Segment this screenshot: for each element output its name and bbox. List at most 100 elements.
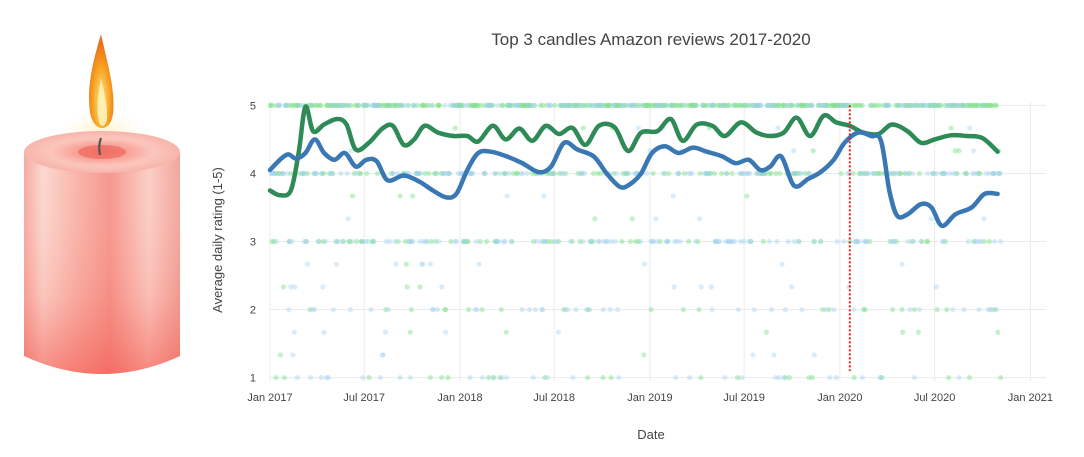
blue-daily-point <box>961 306 967 313</box>
green-daily-point <box>540 238 547 245</box>
blue-daily-point <box>358 238 364 245</box>
green-daily-point <box>428 238 434 245</box>
blue-daily-point <box>863 238 870 245</box>
blue-daily-point <box>298 102 304 109</box>
green-daily-point <box>280 284 287 290</box>
green-daily-point <box>760 238 766 245</box>
green-daily-point <box>469 102 475 109</box>
green-daily-point <box>937 102 944 109</box>
green-daily-point <box>804 102 810 109</box>
blue-daily-point <box>988 306 995 313</box>
green-daily-point <box>710 102 717 109</box>
blue-daily-point <box>731 238 738 245</box>
green-daily-point <box>669 102 676 109</box>
blue-daily-point <box>862 238 869 245</box>
green-daily-point <box>383 306 389 313</box>
green-daily-point <box>681 170 688 177</box>
blue-daily-point <box>890 170 896 177</box>
green-daily-point <box>486 102 493 109</box>
green-daily-point <box>797 102 803 109</box>
blue-daily-point <box>460 238 467 245</box>
green-daily-point <box>442 306 448 313</box>
green-daily-point <box>905 102 911 109</box>
blue-daily-point <box>748 238 754 245</box>
green-daily-point <box>588 102 595 109</box>
blue-daily-point <box>798 170 804 177</box>
blue-daily-point <box>564 306 571 313</box>
green-daily-point <box>679 102 685 109</box>
green-daily-point <box>308 102 314 109</box>
green-daily-point <box>705 170 712 177</box>
green-daily-point <box>356 170 363 177</box>
green-daily-point <box>687 102 694 109</box>
green-daily-point <box>482 102 488 109</box>
green-daily-point <box>567 102 573 109</box>
x-tick-label: Jul 2019 <box>723 392 765 404</box>
blue-daily-point <box>457 170 464 177</box>
blue-daily-point <box>534 238 540 245</box>
green-daily-point <box>741 102 748 109</box>
green-daily-point <box>384 102 391 109</box>
blue-daily-point <box>377 374 384 381</box>
green-daily-point <box>498 306 504 313</box>
blue-daily-point <box>660 170 667 177</box>
blue-daily-point <box>408 238 415 245</box>
green-daily-point <box>606 102 613 109</box>
green-daily-point <box>766 170 773 177</box>
green-daily-point <box>527 102 533 109</box>
green-daily-point <box>636 102 643 109</box>
green-daily-point <box>364 170 370 177</box>
blue-daily-point <box>328 102 335 109</box>
blue-daily-point <box>834 238 840 245</box>
blue-daily-point <box>737 170 743 177</box>
green-daily-point <box>854 238 860 245</box>
y-tick-label: 4 <box>250 168 256 180</box>
green-daily-point <box>954 170 960 177</box>
green-daily-point <box>403 261 409 267</box>
green-daily-point <box>561 102 568 109</box>
green-daily-point <box>976 170 982 177</box>
blue-daily-point <box>470 170 476 177</box>
blue-daily-point <box>277 102 283 109</box>
green-daily-point <box>835 102 842 109</box>
green-daily-point <box>286 238 292 245</box>
green-daily-point <box>659 102 665 109</box>
blue-daily-point <box>294 374 300 381</box>
blue-daily-point <box>494 238 500 245</box>
green-daily-point <box>273 374 279 381</box>
green-daily-point <box>461 238 468 245</box>
blue-daily-point <box>611 102 617 109</box>
blue-daily-point <box>757 102 763 109</box>
blue-daily-point <box>428 102 435 109</box>
green-daily-point <box>525 102 531 109</box>
y-tick-label: 3 <box>250 237 256 249</box>
green-daily-point <box>398 102 404 109</box>
green-daily-point <box>325 102 332 109</box>
green-daily-point <box>644 102 650 109</box>
blue-daily-point <box>531 102 538 109</box>
blue-daily-point <box>415 170 421 177</box>
blue-daily-point <box>891 238 898 245</box>
blue-daily-point <box>656 102 662 109</box>
blue-daily-point <box>327 170 334 177</box>
blue-daily-point <box>843 102 850 109</box>
blue-daily-point <box>745 170 751 177</box>
green-daily-point <box>719 170 725 177</box>
green-daily-point <box>726 102 732 109</box>
green-daily-point <box>581 102 587 109</box>
green-daily-point <box>282 102 289 109</box>
blue-daily-point <box>793 170 799 177</box>
blue-daily-point <box>952 102 958 109</box>
candle-body-shade <box>24 152 180 374</box>
green-daily-point <box>621 102 627 109</box>
green-daily-point <box>520 102 526 109</box>
green-daily-point <box>289 102 295 109</box>
green-daily-point <box>701 102 707 109</box>
green-daily-point <box>971 102 978 109</box>
green-daily-point <box>354 102 360 109</box>
blue-daily-point <box>445 170 451 177</box>
blue-daily-point <box>420 261 426 267</box>
green-daily-point <box>963 170 970 177</box>
green-daily-point <box>468 170 474 177</box>
green-daily-point <box>885 102 891 109</box>
